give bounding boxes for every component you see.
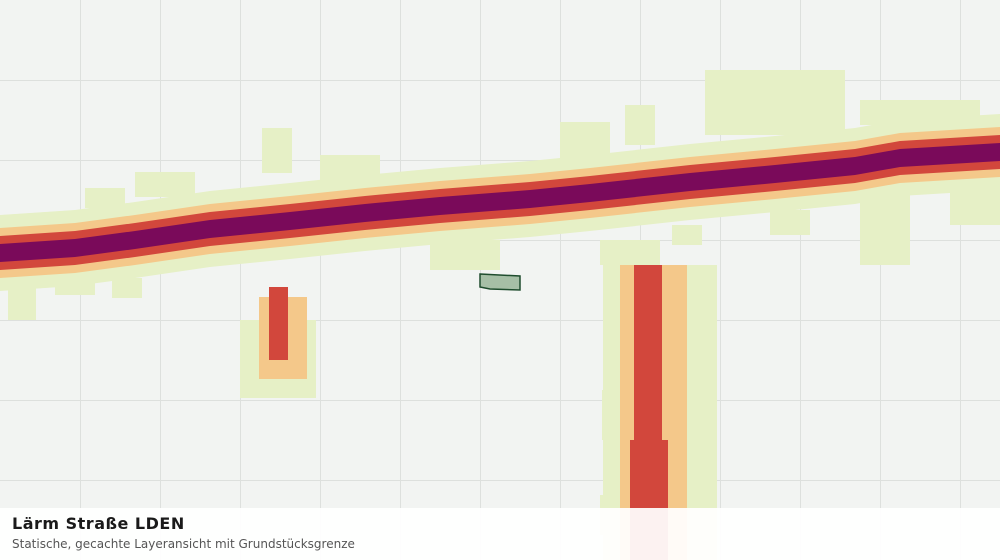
noise-band (0, 143, 1000, 262)
info-panel: Lärm Straße LDEN Statische, gecachte Lay… (0, 508, 1000, 560)
layer-title: Lärm Straße LDEN (12, 514, 185, 533)
parcel-boundary (479, 273, 521, 291)
road-noise (0, 114, 1000, 291)
layer-subtitle: Statische, gecachte Layeransicht mit Gru… (12, 537, 355, 551)
